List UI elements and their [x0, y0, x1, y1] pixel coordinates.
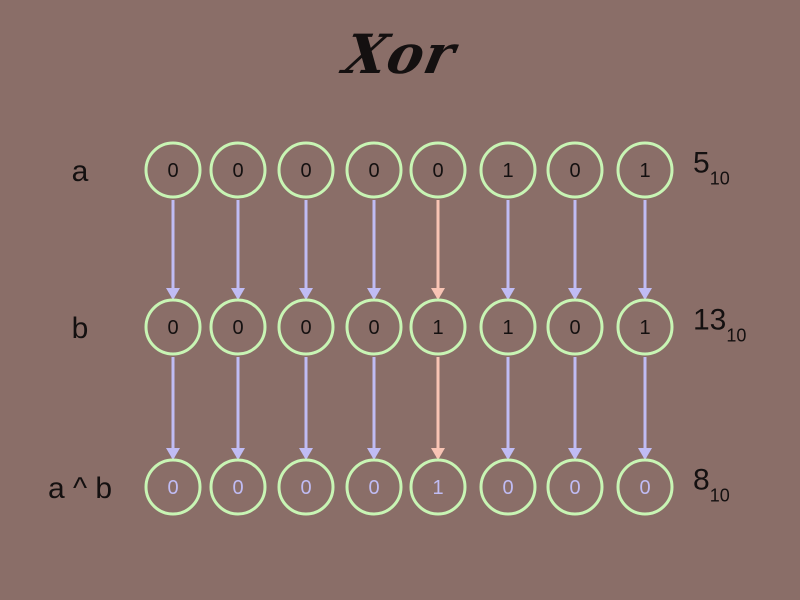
bit-circle-row2-col3 — [345, 458, 403, 516]
bit-circle-row1-col2 — [277, 298, 335, 356]
bit-circle-row2-col5 — [479, 458, 537, 516]
bit-circle-row2-col4 — [409, 458, 467, 516]
decimal-value: 810 — [693, 464, 730, 507]
row-label: a ^ b — [47, 472, 113, 505]
bit-value: 0 — [569, 477, 580, 499]
decimal-base: 10 — [709, 485, 730, 506]
bit-value: 0 — [232, 160, 243, 182]
bit-circle-row0-col2 — [277, 141, 335, 199]
bit-value: 0 — [300, 160, 311, 182]
bit-circle-row2-col2 — [277, 458, 335, 516]
decimal-number: 8 — [693, 463, 710, 497]
bit-value: 0 — [232, 477, 243, 499]
row-label: b — [71, 312, 89, 345]
bit-circle-row1-col4 — [409, 298, 467, 356]
bit-value: 0 — [569, 317, 580, 339]
decimal-base: 10 — [726, 325, 747, 346]
bit-value: 0 — [167, 160, 178, 182]
bit-circle-row2-col7 — [616, 458, 674, 516]
bit-value: 0 — [368, 160, 379, 182]
bit-value: 0 — [167, 317, 178, 339]
bit-value: 1 — [639, 160, 650, 182]
decimal-number: 13 — [693, 303, 727, 337]
bit-circle-row2-col6 — [546, 458, 604, 516]
bit-circle-row2-col0 — [144, 458, 202, 516]
bit-circle-row1-col6 — [546, 298, 604, 356]
bit-value: 1 — [639, 317, 650, 339]
bit-circle-row0-col6 — [546, 141, 604, 199]
bit-value: 0 — [502, 477, 513, 499]
bit-value: 0 — [368, 477, 379, 499]
bit-circle-row1-col3 — [345, 298, 403, 356]
bit-value: 0 — [300, 477, 311, 499]
bit-value: 1 — [432, 317, 443, 339]
decimal-number: 5 — [693, 146, 710, 180]
bit-value: 0 — [639, 477, 650, 499]
bit-value: 1 — [502, 160, 513, 182]
bit-circle-row0-col1 — [209, 141, 267, 199]
bit-circle-row0-col5 — [479, 141, 537, 199]
decimal-value: 1310 — [693, 304, 746, 347]
bit-value: 0 — [167, 477, 178, 499]
bit-circle-row1-col1 — [209, 298, 267, 356]
bit-value: 0 — [368, 317, 379, 339]
bit-circle-row0-col3 — [345, 141, 403, 199]
row-label: a — [71, 155, 89, 188]
bit-circle-row0-col4 — [409, 141, 467, 199]
bit-value: 0 — [232, 317, 243, 339]
bit-value: 0 — [569, 160, 580, 182]
bit-value: 1 — [502, 317, 513, 339]
decimal-base: 10 — [709, 168, 730, 189]
bit-circle-row1-col0 — [144, 298, 202, 356]
bit-value: 1 — [432, 477, 443, 499]
bit-circle-row1-col7 — [616, 298, 674, 356]
bit-circle-row0-col7 — [616, 141, 674, 199]
decimal-value: 510 — [693, 147, 730, 190]
bit-value: 0 — [432, 160, 443, 182]
bit-circle-row2-col1 — [209, 458, 267, 516]
bit-circle-row1-col5 — [479, 298, 537, 356]
bit-value: 0 — [300, 317, 311, 339]
bit-circle-row0-col0 — [144, 141, 202, 199]
